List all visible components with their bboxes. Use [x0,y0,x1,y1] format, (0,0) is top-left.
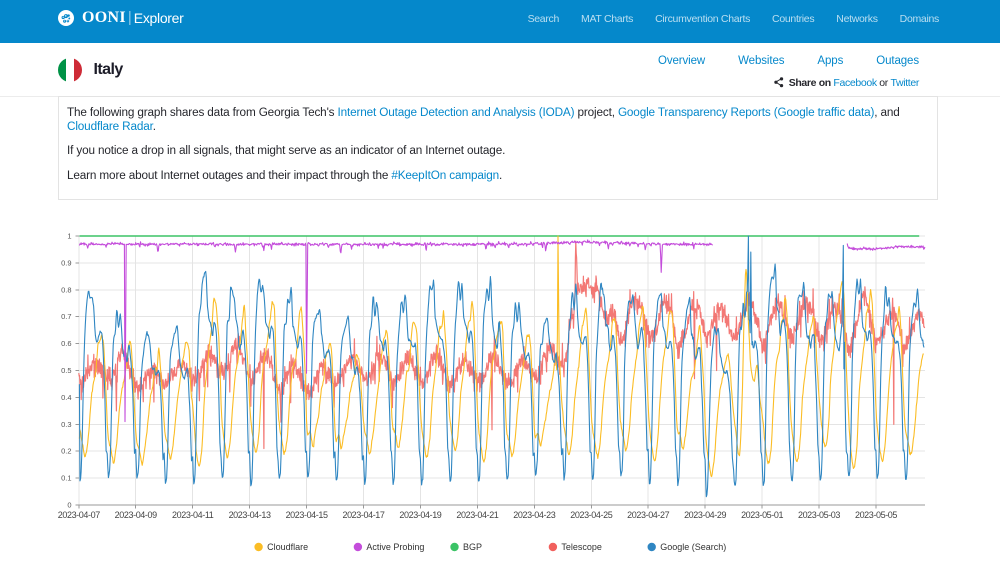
svg-text:2023-04-17: 2023-04-17 [342,510,384,520]
svg-text:2023-04-21: 2023-04-21 [456,510,498,520]
svg-text:0.3: 0.3 [61,420,71,429]
svg-text:Google (Search): Google (Search) [660,542,726,552]
svg-text:0.4: 0.4 [61,393,71,402]
svg-text:2023-04-29: 2023-04-29 [684,510,726,520]
svg-text:0.2: 0.2 [61,447,71,456]
svg-text:0.1: 0.1 [61,474,71,483]
svg-text:Telescope: Telescope [561,542,602,552]
svg-text:0.8: 0.8 [61,285,71,294]
svg-text:2023-04-15: 2023-04-15 [286,510,328,520]
svg-text:2023-04-13: 2023-04-13 [229,510,271,520]
svg-text:2023-05-05: 2023-05-05 [855,510,897,520]
svg-text:BGP: BGP [463,542,482,552]
svg-text:2023-04-25: 2023-04-25 [570,510,612,520]
svg-text:2023-04-09: 2023-04-09 [115,510,157,520]
svg-text:2023-04-11: 2023-04-11 [172,510,214,520]
svg-text:0.7: 0.7 [61,312,71,321]
svg-text:2023-05-01: 2023-05-01 [741,510,783,520]
svg-text:0.9: 0.9 [61,258,71,267]
svg-text:2023-04-27: 2023-04-27 [627,510,669,520]
svg-text:Cloudflare: Cloudflare [267,542,308,552]
svg-text:1: 1 [67,232,71,241]
svg-text:0: 0 [67,501,71,510]
svg-text:Active Probing: Active Probing [366,542,424,552]
svg-text:2023-04-19: 2023-04-19 [399,510,441,520]
svg-text:0.5: 0.5 [61,366,71,375]
svg-text:0.6: 0.6 [61,339,71,348]
svg-text:2023-04-23: 2023-04-23 [513,510,555,520]
svg-text:2023-05-03: 2023-05-03 [798,510,840,520]
svg-text:2023-04-07: 2023-04-07 [58,510,100,520]
